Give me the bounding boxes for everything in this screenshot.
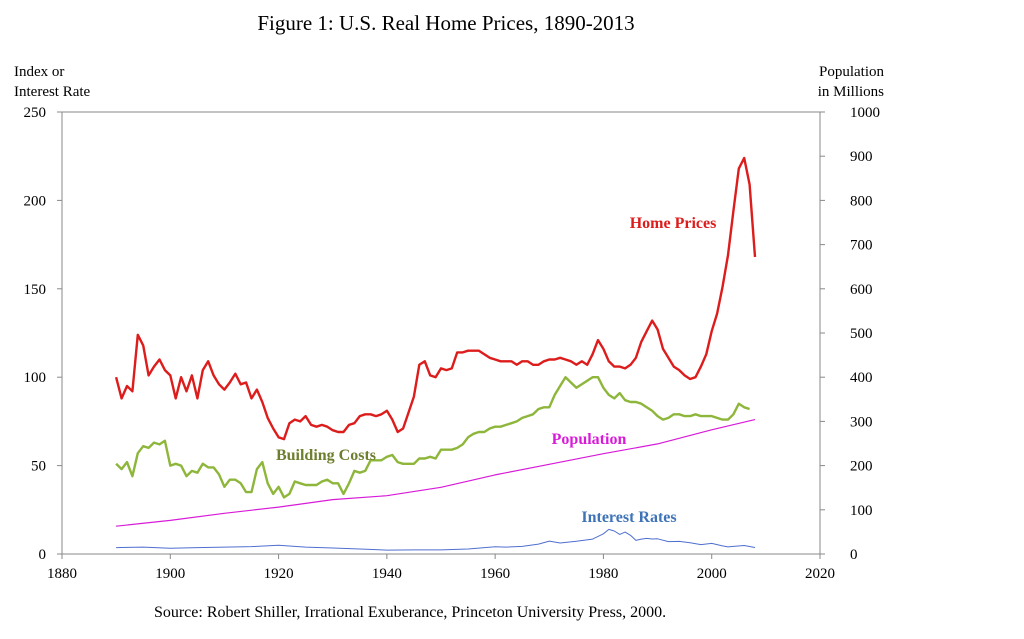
y-right-tick-label: 300 bbox=[850, 414, 873, 430]
x-tick-label: 2000 bbox=[697, 566, 727, 582]
home-prices-line bbox=[114, 156, 757, 441]
x-tick-label: 1940 bbox=[372, 566, 402, 582]
y-right-tick-label: 800 bbox=[850, 193, 873, 209]
left-axis-label-line2: Interest Rate bbox=[14, 84, 91, 100]
y-right-tick-label: 0 bbox=[850, 547, 858, 563]
chart-title: Figure 1: U.S. Real Home Prices, 1890-20… bbox=[257, 11, 634, 35]
y-left-tick-label: 50 bbox=[31, 459, 46, 475]
x-tick-label: 1980 bbox=[588, 566, 618, 582]
y-left-tick-label: 150 bbox=[24, 282, 47, 298]
x-tick-label: 1900 bbox=[155, 566, 185, 582]
right-axis-label-line1: Population bbox=[819, 64, 885, 80]
y-right-tick-label: 1000 bbox=[850, 105, 880, 121]
series-layer bbox=[114, 156, 757, 551]
y-left-tick-label: 250 bbox=[24, 105, 47, 121]
x-tick-label: 1880 bbox=[47, 566, 77, 582]
population-label: Population bbox=[552, 431, 627, 448]
y-left-tick-label: 0 bbox=[39, 547, 47, 563]
y-left-tick-label: 200 bbox=[24, 193, 47, 209]
interest-rates-label: Interest Rates bbox=[581, 509, 676, 526]
axes: 1880 1900 1920 1940 1960 1980 2000 202005010015… bbox=[24, 105, 881, 582]
x-tick-label: 1960 bbox=[480, 566, 510, 582]
source-note: Source: Robert Shiller, Irrational Exube… bbox=[154, 604, 666, 621]
interest-rates-line bbox=[116, 528, 756, 551]
y-right-tick-label: 100 bbox=[850, 503, 873, 519]
home-prices-label: Home Prices bbox=[630, 215, 717, 232]
y-right-tick-label: 500 bbox=[850, 326, 873, 342]
y-right-tick-label: 900 bbox=[850, 149, 873, 165]
y-right-tick-label: 700 bbox=[850, 238, 873, 254]
population-line bbox=[116, 419, 756, 527]
x-tick-label: 1920 bbox=[264, 566, 294, 582]
building-costs-label: Building Costs bbox=[276, 447, 376, 464]
building-costs-line bbox=[115, 376, 750, 499]
y-right-tick-label: 200 bbox=[850, 459, 873, 475]
left-axis-label-line1: Index or bbox=[14, 64, 64, 80]
y-right-tick-label: 600 bbox=[850, 282, 873, 298]
y-left-tick-label: 100 bbox=[24, 370, 47, 386]
y-right-tick-label: 400 bbox=[850, 370, 873, 386]
right-axis-label-line2: in Millions bbox=[818, 84, 884, 100]
x-tick-label: 2020 bbox=[805, 566, 835, 582]
